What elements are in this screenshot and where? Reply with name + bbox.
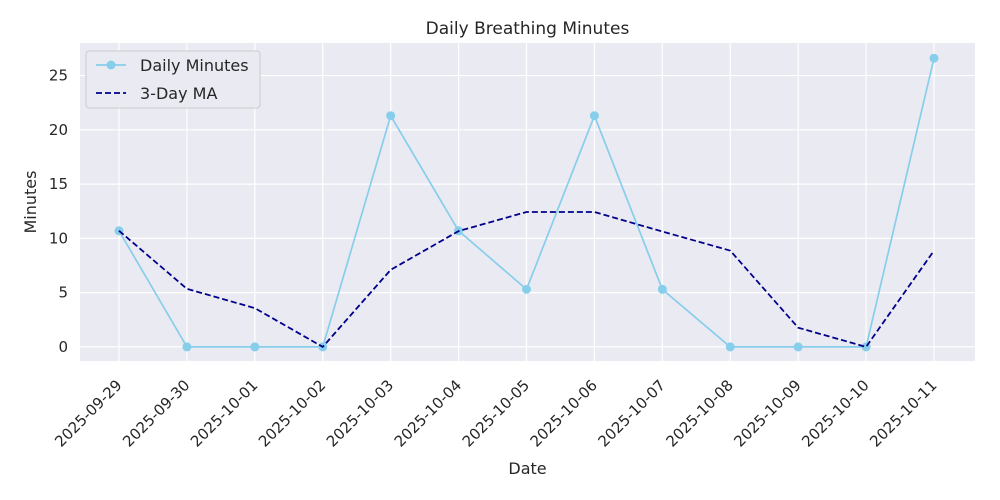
data-point	[929, 53, 939, 63]
x-tick-label: 2025-10-01	[187, 376, 261, 450]
data-point	[522, 284, 531, 294]
series-line-3-day-ma	[118, 211, 935, 349]
chart-title: Daily Breathing Minutes	[426, 19, 630, 39]
x-tick-label: 2025-10-08	[662, 376, 736, 450]
data-point	[250, 342, 260, 352]
y-axis-label: Minutes	[21, 171, 40, 234]
data-point	[793, 342, 803, 352]
x-tick-label: 2025-10-06	[527, 376, 601, 450]
x-tick-label: 2025-09-29	[51, 376, 125, 450]
x-tick-label: 2025-10-09	[730, 376, 804, 450]
legend-marker-daily-minutes	[106, 60, 116, 70]
y-tick-label: 20	[49, 121, 68, 139]
x-tick-label: 2025-10-07	[595, 376, 669, 450]
x-tick-label: 2025-10-10	[798, 376, 872, 450]
data-point	[182, 342, 192, 352]
legend-box	[85, 50, 261, 109]
y-tick-label: 25	[49, 67, 68, 85]
x-axis-label: Date	[508, 459, 546, 478]
data-point	[725, 342, 735, 352]
data-point	[589, 111, 599, 121]
series-layer	[114, 53, 939, 352]
y-tick-label: 10	[49, 229, 68, 247]
legend-label-daily-minutes: Daily Minutes	[140, 56, 249, 75]
y-tick-label: 5	[58, 284, 68, 302]
x-tick-label: 2025-10-04	[391, 376, 465, 450]
data-point	[386, 111, 396, 121]
legend-label-3-day-ma: 3-Day MA	[140, 84, 217, 103]
x-tick-label: 2025-09-30	[119, 376, 193, 450]
x-tick-label: 2025-10-03	[323, 376, 397, 450]
y-tick-label: 15	[49, 175, 68, 193]
y-tick-label: 0	[58, 338, 68, 356]
data-point	[657, 284, 667, 294]
x-tick-label: 2025-10-11	[866, 376, 940, 450]
x-tick-label: 2025-10-02	[255, 376, 329, 450]
x-tick-label: 2025-10-05	[459, 376, 533, 450]
legend: Daily Minutes 3-Day MA	[85, 50, 261, 109]
